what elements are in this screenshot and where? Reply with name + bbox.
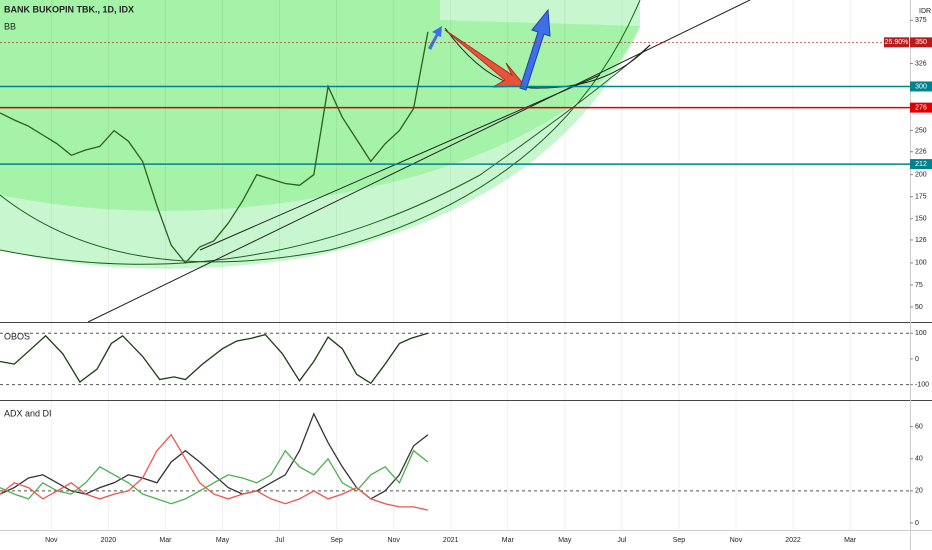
- y-tick-label: 100: [915, 330, 927, 337]
- price-badge: [910, 159, 932, 170]
- currency-label: IDR: [919, 8, 931, 15]
- zone-area: [0, 0, 640, 211]
- x-tick-label: Nov: [45, 537, 58, 544]
- x-tick-label: Nov: [387, 537, 400, 544]
- series-line: [0, 332, 429, 385]
- x-tick-label: 2021: [443, 537, 459, 544]
- trend-line: [199, 74, 601, 251]
- y-tick-label: 20: [915, 488, 923, 495]
- x-tick-label: 2022: [785, 537, 801, 544]
- pane-title: OBOS: [4, 331, 30, 341]
- x-tick-label: May: [558, 537, 572, 544]
- series-line: [0, 433, 429, 511]
- chart-title: BANK BUKOPIN TBK., 1D, IDX: [4, 4, 134, 14]
- price-badge-label: 300: [915, 83, 927, 90]
- x-tick-label: Sep: [330, 537, 343, 544]
- y-tick-label: 0: [915, 356, 919, 363]
- arc: [0, 44, 651, 265]
- y-tick-label: 226: [915, 149, 927, 156]
- x-tick-label: Jul: [617, 537, 626, 544]
- x-tick-label: Mar: [844, 537, 857, 544]
- x-tick-label: Mar: [502, 537, 515, 544]
- arc: [0, 0, 641, 263]
- y-tick-label: 50: [915, 304, 923, 311]
- x-tick-label: Jul: [275, 537, 284, 544]
- x-tick-label: Nov: [730, 537, 743, 544]
- indicator-label: BB: [4, 21, 16, 31]
- y-tick-label: 150: [915, 216, 927, 223]
- y-tick-label: 200: [915, 172, 927, 179]
- pane-title: ADX and DI: [4, 408, 52, 418]
- curve: [444, 27, 651, 89]
- y-tick-label: 40: [915, 456, 923, 463]
- y-tick-label: 375: [915, 17, 927, 24]
- change-badge: [884, 37, 909, 48]
- y-tick-label: 175: [915, 194, 927, 201]
- y-tick-label: 0: [915, 520, 919, 527]
- y-tick-label: 100: [915, 260, 927, 267]
- y-tick-label: 250: [915, 127, 927, 134]
- price-badge: [910, 81, 932, 92]
- y-tick-label: 60: [915, 424, 923, 431]
- series-line: [0, 449, 429, 505]
- price-badge: [910, 37, 932, 48]
- price-badge-label: 276: [915, 104, 927, 111]
- y-tick-label: 75: [915, 282, 923, 289]
- trend-line: [87, 0, 751, 323]
- price-badge-label: 350: [915, 39, 927, 46]
- arrow-up-small: [428, 26, 442, 50]
- y-tick-label: 126: [915, 237, 927, 244]
- x-tick-label: Sep: [673, 537, 686, 544]
- price-badge: [910, 102, 932, 113]
- y-tick-label: -100: [915, 381, 929, 388]
- change-badge-label: 25.90%: [885, 39, 909, 46]
- price-badge-label: 212: [915, 161, 927, 168]
- x-tick-label: Mar: [159, 537, 172, 544]
- series-line: [0, 31, 429, 264]
- x-tick-label: 2020: [101, 537, 117, 544]
- y-tick-label: 326: [915, 60, 927, 67]
- x-tick-label: May: [216, 537, 230, 544]
- arrow-up: [519, 8, 551, 91]
